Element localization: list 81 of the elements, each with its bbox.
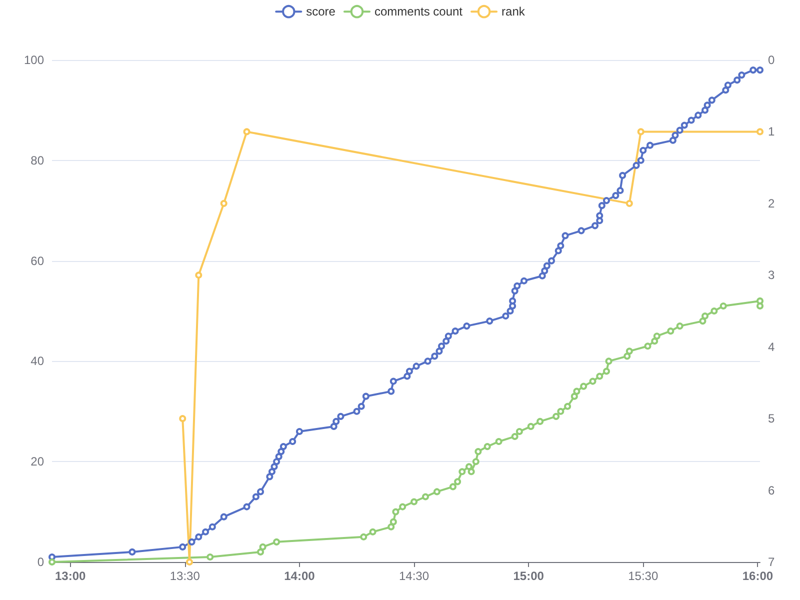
point (495, 438, 502, 446)
point (626, 348, 633, 355)
point (399, 503, 406, 510)
point (206, 553, 214, 560)
point (410, 498, 418, 506)
point (472, 458, 480, 466)
point (527, 422, 534, 430)
point (186, 558, 193, 566)
point (699, 318, 706, 325)
point (605, 358, 612, 365)
y-tick-label: 60 (30, 254, 44, 268)
point (388, 523, 395, 530)
point (651, 338, 658, 345)
point (449, 483, 456, 490)
point (468, 468, 475, 476)
point (552, 412, 560, 420)
y2-tick-label: 7 (768, 555, 775, 569)
point (564, 402, 572, 410)
point (756, 297, 764, 304)
x-tick-label: 15:00 (513, 569, 544, 583)
x-tick-label: 13:30 (170, 569, 200, 583)
point (474, 448, 482, 456)
point (589, 378, 596, 385)
point (243, 128, 250, 136)
point (702, 312, 709, 320)
x-tick-label: 15:30 (628, 569, 658, 583)
point (536, 418, 544, 425)
point (596, 372, 604, 380)
legend-label: score (306, 4, 336, 19)
legend-label: rank (502, 4, 526, 19)
point (653, 332, 660, 340)
x-tick-label: 16:00 (742, 569, 774, 583)
point (257, 548, 264, 556)
y2-tick-label: 1 (768, 124, 775, 139)
point (624, 352, 631, 360)
point (259, 543, 266, 550)
point (720, 302, 727, 310)
point (667, 328, 674, 335)
y-tick-label: 80 (30, 153, 44, 168)
point (570, 392, 578, 400)
x-tick-label: 13:00 (54, 569, 86, 583)
point (458, 468, 466, 476)
point (511, 433, 518, 440)
y-tick-label: 0 (37, 555, 44, 569)
y-tick-label: 20 (30, 454, 44, 469)
y2-tick-label: 2 (768, 196, 775, 210)
point (195, 272, 202, 279)
point (220, 200, 228, 207)
point (602, 368, 610, 375)
point (392, 508, 400, 516)
point (466, 463, 473, 470)
y2-tick-label: 4 (768, 340, 775, 354)
x-tick-label: 14:00 (284, 569, 316, 583)
point (454, 478, 462, 486)
y2-tick-label: 3 (768, 268, 775, 282)
point (48, 558, 56, 566)
point (179, 415, 186, 422)
point (573, 388, 580, 395)
y2-tick-label: 6 (768, 483, 775, 498)
point (390, 518, 397, 526)
point (676, 322, 684, 330)
x-tick-label: 14:30 (399, 569, 430, 583)
point (557, 408, 564, 415)
point (756, 128, 764, 136)
y2-tick-label: 5 (768, 412, 775, 426)
point (644, 342, 652, 350)
point (433, 488, 440, 496)
point (360, 533, 368, 540)
point (626, 200, 633, 207)
legend-label: comments count (374, 4, 464, 19)
point (637, 128, 644, 136)
point (516, 428, 523, 435)
point (422, 493, 429, 500)
y-tick-label: 40 (30, 354, 44, 368)
point (710, 308, 718, 314)
point (484, 443, 491, 450)
point (580, 382, 588, 390)
point (273, 538, 280, 546)
y2-tick-label: 0 (768, 53, 775, 67)
y-tick-label: 100 (24, 53, 44, 67)
point (369, 528, 376, 536)
